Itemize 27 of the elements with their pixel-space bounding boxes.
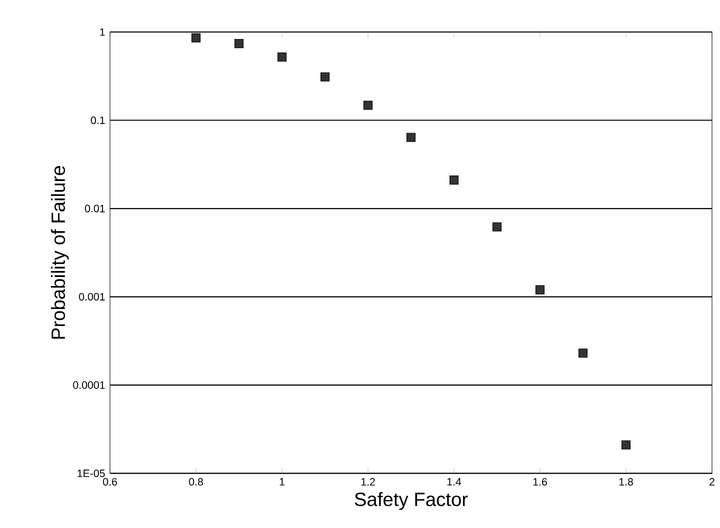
point [406,132,416,142]
y-tick-label: 1E-05 [78,470,105,478]
y-tick-label: 0.001 [79,293,105,301]
x-tick-label: 1.8 [619,478,633,486]
point [320,72,330,82]
x-tick-label: 2 [710,478,714,486]
x-tick-label: 0.6 [103,478,117,486]
x-tick-label: 1.2 [361,478,375,486]
y-tick-label: 0.01 [84,204,105,212]
point [535,285,545,294]
y-tick-label: 1 [100,28,105,36]
point [492,222,502,232]
point [578,348,588,358]
point [234,39,244,48]
point [191,33,201,42]
y-tick-label: 0.0001 [73,381,105,389]
x-tick-label: 1 [280,478,284,486]
y-axis-title: Probability of Failure [50,166,69,339]
x-axis-title: Safety Factor [354,492,468,510]
x-tick-label: 0.8 [189,478,203,486]
point [277,52,287,62]
x-tick-label: 1.4 [447,478,462,486]
y-tick-label: 0.1 [90,116,105,124]
point [363,100,373,110]
point [449,176,459,185]
point [621,440,631,450]
x-tick-label: 1.6 [533,478,547,486]
